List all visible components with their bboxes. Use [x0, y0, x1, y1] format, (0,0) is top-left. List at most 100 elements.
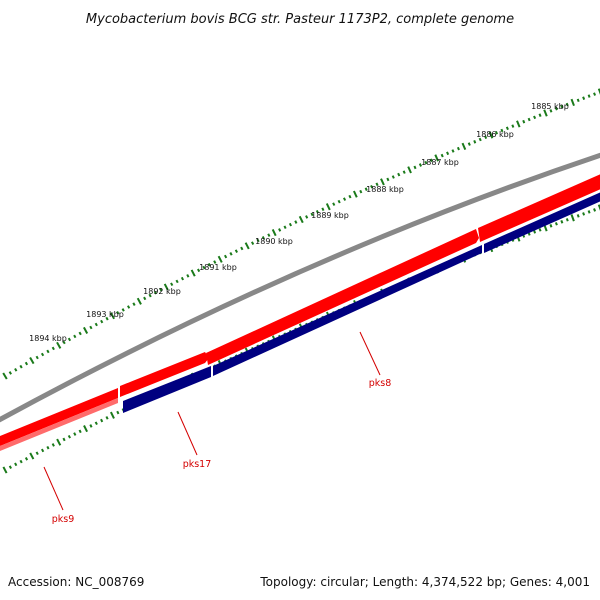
major-tick: [271, 228, 277, 237]
minor-tick: [418, 163, 423, 167]
minor-tick: [342, 197, 347, 201]
major-tick: [325, 203, 331, 211]
major-tick: [110, 411, 115, 419]
major-tick: [597, 88, 600, 95]
gene-feature[interactable]: [478, 170, 600, 242]
minor-tick: [565, 218, 569, 222]
minor-tick: [224, 254, 228, 259]
minor-tick: [375, 182, 379, 187]
minor-tick: [46, 349, 50, 354]
minor-tick: [511, 124, 515, 128]
minor-tick: [554, 106, 558, 111]
minor-tick: [100, 319, 104, 324]
major-tick: [570, 98, 575, 107]
minor-tick: [505, 126, 509, 131]
major-tick: [83, 326, 89, 334]
minor-tick: [153, 290, 158, 295]
minor-tick: [78, 331, 82, 336]
major-tick: [570, 214, 575, 222]
minor-tick: [67, 337, 72, 342]
gene-label-text[interactable]: pks8: [369, 378, 392, 389]
gene-feature[interactable]: [0, 398, 118, 455]
major-tick: [56, 341, 62, 349]
minor-tick: [132, 302, 136, 306]
gene-label-text[interactable]: pks17: [183, 459, 212, 470]
minor-tick: [19, 459, 23, 464]
gene-feature[interactable]: [120, 352, 209, 397]
minor-tick: [429, 158, 433, 163]
gene-feature[interactable]: [0, 388, 118, 450]
outer-tick-ruler: [2, 88, 600, 380]
minor-tick: [159, 288, 163, 292]
minor-tick: [89, 424, 93, 428]
minor-tick: [424, 160, 428, 165]
minor-tick: [337, 199, 341, 204]
gene-label-pks9: pks9: [43, 466, 75, 525]
minor-tick: [359, 189, 363, 194]
major-tick: [56, 438, 62, 446]
major-tick: [109, 312, 115, 320]
minor-tick: [305, 215, 309, 219]
minor-tick: [310, 212, 314, 217]
minor-tick: [364, 187, 368, 191]
accession-text: Accession: NC_008769: [8, 575, 144, 589]
minor-tick: [522, 119, 526, 124]
minor-tick: [593, 92, 597, 96]
minor-tick: [89, 325, 93, 330]
reverse-strand-genes: [123, 188, 600, 413]
minor-tick: [560, 220, 564, 224]
minor-tick: [315, 209, 320, 214]
gene-feature[interactable]: [484, 188, 600, 253]
major-tick: [407, 166, 412, 174]
gene-label-text[interactable]: pks9: [52, 514, 75, 525]
major-tick: [434, 154, 440, 162]
minor-tick: [73, 432, 77, 436]
minor-tick: [332, 202, 336, 206]
minor-tick: [294, 220, 298, 224]
major-tick: [29, 452, 35, 460]
minor-tick: [94, 322, 98, 327]
label-connector: [177, 411, 198, 456]
minor-tick: [213, 260, 217, 264]
gene-feature[interactable]: [213, 245, 482, 376]
minor-tick: [41, 448, 45, 453]
minor-tick: [240, 246, 244, 251]
gene-feature[interactable]: [123, 366, 211, 413]
minor-tick: [283, 225, 287, 230]
forward-strand-genes: [0, 170, 600, 455]
major-tick: [488, 131, 494, 139]
minor-tick: [288, 222, 293, 227]
minor-tick: [51, 443, 55, 447]
minor-tick: [261, 236, 265, 240]
label-connector: [43, 466, 64, 511]
minor-tick: [391, 175, 395, 179]
minor-tick: [576, 214, 580, 218]
major-tick: [543, 109, 548, 117]
tick-label: 1894 kbp: [29, 334, 67, 343]
minor-tick: [456, 146, 460, 151]
minor-tick: [278, 228, 282, 232]
gene-feature[interactable]: [206, 229, 479, 365]
minor-tick: [348, 194, 352, 199]
minor-tick: [35, 451, 39, 456]
minor-tick: [549, 224, 553, 228]
minor-tick: [105, 416, 109, 420]
major-tick: [597, 204, 600, 211]
minor-tick: [116, 410, 120, 415]
minor-tick: [62, 340, 66, 345]
minor-tick: [105, 316, 109, 321]
minor-tick: [121, 308, 125, 312]
minor-tick: [538, 113, 542, 117]
minor-tick: [73, 334, 77, 339]
minor-tick: [251, 241, 255, 245]
major-tick: [380, 178, 385, 186]
major-tick: [516, 120, 521, 128]
minor-tick: [587, 94, 591, 98]
minor-tick: [533, 115, 537, 120]
tick-label: 1893 kbp: [86, 310, 124, 319]
minor-tick: [8, 371, 12, 375]
tick-label: 1885 kbp: [531, 102, 569, 111]
minor-tick: [100, 418, 104, 423]
minor-tick: [587, 210, 591, 214]
